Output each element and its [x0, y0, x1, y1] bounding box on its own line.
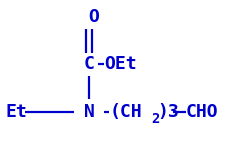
Text: )3: )3: [156, 103, 178, 121]
Text: N: N: [83, 103, 94, 121]
Text: 2: 2: [150, 112, 159, 126]
Text: CHO: CHO: [185, 103, 218, 121]
Text: C: C: [83, 55, 94, 73]
Text: Et: Et: [5, 103, 27, 121]
Text: OEt: OEt: [104, 55, 136, 73]
Text: (CH: (CH: [109, 103, 141, 121]
Text: O: O: [88, 8, 99, 26]
